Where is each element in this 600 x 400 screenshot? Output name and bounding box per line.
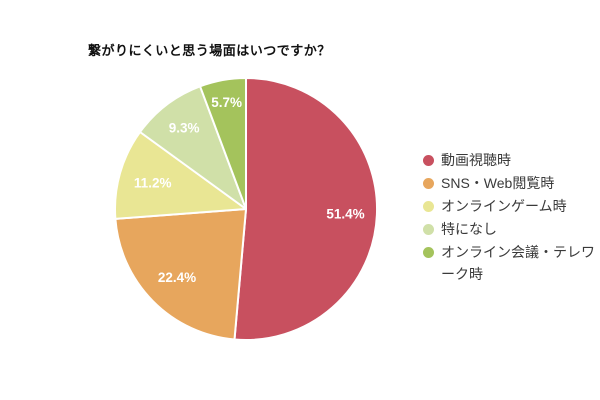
pie-slice-4 xyxy=(199,77,247,210)
pie-slice-label-2: 11.2% xyxy=(134,176,172,191)
legend-item-2: オンラインゲーム時 xyxy=(423,195,595,217)
pie-slice-label-0: 51.4% xyxy=(326,206,364,221)
legend-item-4: オンライン会議・テレワーク時 xyxy=(423,241,595,285)
pie-slice-label-4: 5.7% xyxy=(211,95,242,110)
pie-slice-1 xyxy=(114,208,247,341)
legend-marker-icon xyxy=(423,247,434,258)
pie-slice-label-3: 9.3% xyxy=(169,121,200,136)
chart-title: 繋がりにくいと思う場面はいつですか？ xyxy=(88,43,331,58)
pie-slice-2 xyxy=(114,131,247,220)
pie-slice-label-1: 22.4% xyxy=(158,270,196,285)
pie-slice-3 xyxy=(139,85,247,210)
legend-item-3: 特になし xyxy=(423,218,595,240)
legend-marker-icon xyxy=(423,178,434,189)
legend-item-label: オンライン会議・テレワーク時 xyxy=(441,244,595,282)
chart-legend: 動画視聴時 SNS・Web閲覧時 オンラインゲーム時 特になしオンライン会議・テレワー… xyxy=(423,149,595,286)
pie-slice-0 xyxy=(233,77,379,341)
legend-marker-icon xyxy=(423,155,434,166)
legend-marker-icon xyxy=(423,224,434,235)
legend-item-label: オンラインゲーム時 xyxy=(441,198,567,214)
legend-item-label: SNS・Web閲覧時 xyxy=(441,175,555,191)
legend-item-label: 特になし xyxy=(441,221,497,237)
legend-item-label: 動画視聴時 xyxy=(441,152,511,168)
legend-marker-icon xyxy=(423,201,434,212)
legend-item-1: SNS・Web閲覧時 xyxy=(423,172,595,194)
legend-item-0: 動画視聴時 xyxy=(423,149,595,171)
